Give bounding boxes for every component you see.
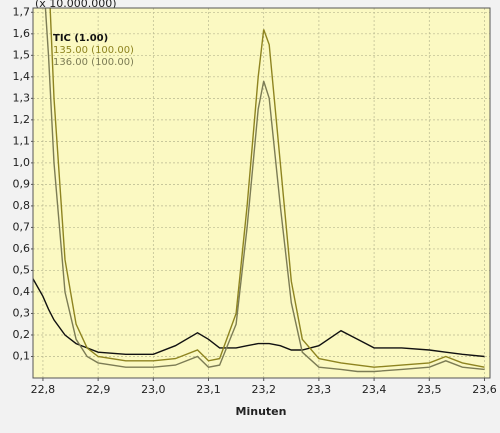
series-line bbox=[44, 8, 485, 373]
y-unit-label: (x 10.000.000) bbox=[35, 0, 117, 10]
x-tick-label: 22,9 bbox=[86, 383, 111, 396]
x-tick-label: 23,1 bbox=[196, 383, 221, 396]
plot-area bbox=[33, 8, 490, 378]
legend-label: 135.00 (100.00) bbox=[53, 45, 134, 56]
x-tick-label: 23,2 bbox=[251, 383, 276, 396]
y-tick-label: 1,4 bbox=[13, 70, 31, 83]
y-tick-label: 0,8 bbox=[13, 199, 31, 212]
y-tick-label: 0,4 bbox=[13, 285, 31, 298]
y-tick-label: 0,2 bbox=[13, 328, 31, 341]
y-tick-label: 0,7 bbox=[13, 220, 31, 233]
y-tick-label: 0,5 bbox=[13, 263, 31, 276]
y-tick-label: 0,3 bbox=[13, 306, 31, 319]
x-tick-label: 23,3 bbox=[307, 383, 332, 396]
y-tick-label: 1,1 bbox=[13, 134, 31, 147]
x-tick-label: 23,5 bbox=[417, 383, 442, 396]
legend-label: 136.00 (100.00) bbox=[53, 57, 134, 68]
x-tick-label: 22,8 bbox=[31, 383, 56, 396]
y-tick-label: 1,3 bbox=[13, 91, 31, 104]
y-tick-label: 1,2 bbox=[13, 113, 31, 126]
x-tick-label: 23,6 bbox=[472, 383, 497, 396]
series-line bbox=[49, 8, 485, 368]
x-tick-label: 23,0 bbox=[141, 383, 166, 396]
y-tick-label: 0,1 bbox=[13, 349, 31, 362]
x-axis-label: Minuten bbox=[236, 405, 287, 418]
x-tick-label: 23,4 bbox=[362, 383, 387, 396]
y-tick-label: 0,9 bbox=[13, 177, 31, 190]
y-tick-label: 0,6 bbox=[13, 242, 31, 255]
y-tick-label: 1,7 bbox=[13, 5, 31, 18]
plot-border bbox=[32, 7, 491, 379]
y-tick-label: 1,5 bbox=[13, 48, 31, 61]
y-tick-label: 1,0 bbox=[13, 156, 31, 169]
y-tick-label: 1,6 bbox=[13, 27, 31, 40]
legend-label: TIC (1.00) bbox=[53, 33, 108, 44]
series-line bbox=[33, 277, 485, 358]
